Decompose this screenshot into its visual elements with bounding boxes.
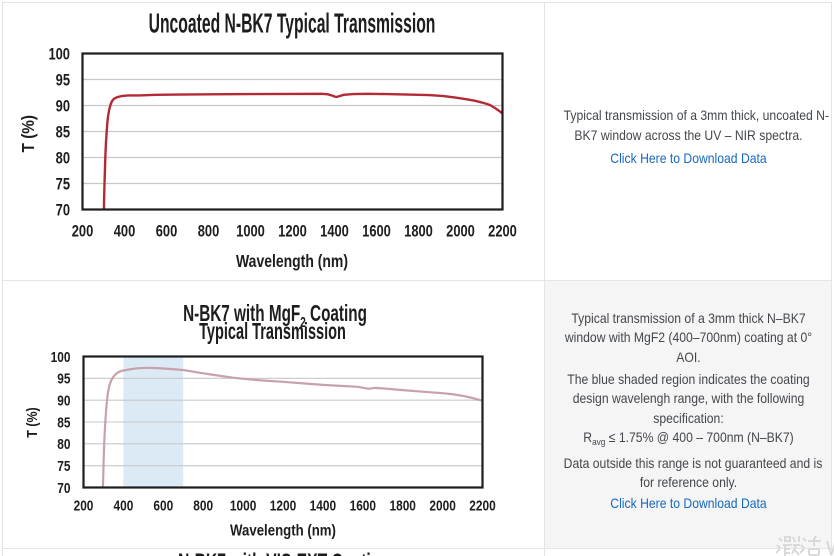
svg-text:70: 70 (57, 480, 70, 496)
svg-text:75: 75 (56, 175, 70, 194)
svg-text:Typical Transmission: Typical Transmission (199, 320, 346, 345)
svg-text:Uncoated N-BK7 Typical Transmi: Uncoated N-BK7 Typical Transmission (149, 7, 436, 39)
svg-text:80: 80 (57, 436, 70, 452)
svg-text:600: 600 (156, 222, 178, 241)
svg-text:800: 800 (198, 222, 220, 241)
svg-text:2200: 2200 (469, 497, 495, 513)
svg-text:100: 100 (51, 349, 71, 365)
svg-text:2000: 2000 (446, 222, 475, 241)
svg-text:400: 400 (114, 222, 136, 241)
svg-text:800: 800 (193, 497, 213, 513)
svg-text:95: 95 (56, 71, 70, 90)
svg-text:200: 200 (72, 222, 94, 241)
svg-text:600: 600 (153, 497, 173, 513)
svg-text:N-BK7 with VIS-EXT Coating: N-BK7 with VIS-EXT Coating (178, 550, 390, 556)
svg-text:90: 90 (57, 392, 70, 408)
svg-text:80: 80 (56, 149, 70, 168)
svg-text:N-BK7 with MgF2 Coating: N-BK7 with MgF2 Coating (183, 301, 367, 331)
svg-text:100: 100 (48, 45, 70, 64)
svg-text:T (%): T (%) (18, 115, 38, 152)
svg-text:90: 90 (56, 97, 70, 116)
svg-text:1000: 1000 (236, 222, 265, 241)
svg-text:85: 85 (57, 414, 70, 430)
svg-text:1400: 1400 (320, 222, 349, 241)
svg-text:1600: 1600 (362, 222, 391, 241)
svg-text:2200: 2200 (488, 222, 517, 241)
svg-text:Wavelength (nm): Wavelength (nm) (230, 523, 336, 540)
svg-text:1600: 1600 (350, 497, 376, 513)
svg-text:200: 200 (74, 497, 94, 513)
svg-text:1200: 1200 (278, 222, 307, 241)
svg-text:1400: 1400 (310, 497, 336, 513)
svg-text:1800: 1800 (389, 497, 415, 513)
svg-text:75: 75 (57, 458, 70, 474)
svg-text:70: 70 (56, 201, 70, 220)
svg-text:95: 95 (57, 371, 70, 387)
svg-text:1200: 1200 (270, 497, 296, 513)
svg-text:85: 85 (56, 123, 70, 142)
svg-text:T (%): T (%) (24, 407, 40, 437)
svg-text:Wavelength (nm): Wavelength (nm) (236, 252, 348, 271)
svg-text:400: 400 (113, 497, 133, 513)
svg-text:1800: 1800 (404, 222, 433, 241)
svg-text:1000: 1000 (230, 497, 256, 513)
svg-text:W: W (826, 538, 834, 556)
svg-text:2000: 2000 (429, 497, 455, 513)
